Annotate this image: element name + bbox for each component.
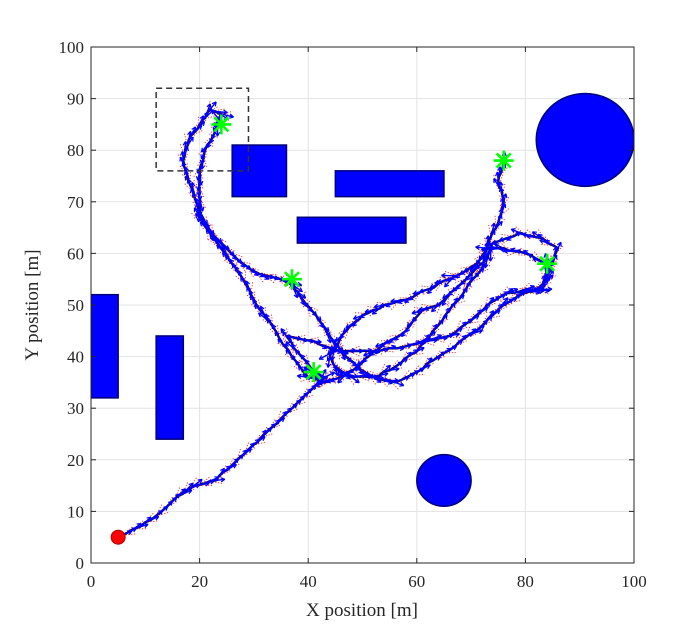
obstacle-circle xyxy=(417,455,471,507)
heading-arrow-head xyxy=(254,275,258,276)
heading-arrow-head xyxy=(201,148,202,152)
y-tick-label: 30 xyxy=(67,399,84,418)
obstacle-rect xyxy=(156,336,183,439)
heading-arrow-head xyxy=(388,383,392,384)
waypoint-marker xyxy=(282,269,302,289)
obstacle-rect xyxy=(91,295,118,398)
y-tick-label: 40 xyxy=(67,348,84,367)
y-tick-label: 80 xyxy=(67,141,84,160)
y-tick-label: 70 xyxy=(67,193,84,212)
obstacle-rect xyxy=(297,217,406,243)
y-tick-label: 100 xyxy=(59,38,85,57)
y-tick-label: 0 xyxy=(76,554,85,573)
y-tick-label: 90 xyxy=(67,90,84,109)
x-tick-labels: 0 20 40 60 80 100 xyxy=(87,572,647,591)
obstacle-circle xyxy=(536,93,634,186)
x-tick-label: 0 xyxy=(87,572,96,591)
y-tick-label: 60 xyxy=(67,244,84,263)
heading-arrow-head xyxy=(501,215,502,219)
x-tick-label: 80 xyxy=(517,572,534,591)
heading-arrow-head xyxy=(486,263,487,267)
heading-arrow-head xyxy=(215,102,216,106)
y-tick-label: 20 xyxy=(67,451,84,470)
heading-arrow-head xyxy=(511,229,515,230)
waypoint-marker xyxy=(211,114,231,134)
y-axis-title: Y position [m] xyxy=(22,249,43,360)
x-tick-label: 20 xyxy=(191,572,208,591)
heading-arrow-head xyxy=(505,204,506,208)
heading-arrow xyxy=(529,291,544,292)
heading-arrow-head xyxy=(355,382,359,383)
heading-arrow-head xyxy=(399,386,403,387)
y-tick-label: 50 xyxy=(67,296,84,315)
heading-arrow-head xyxy=(507,298,508,302)
waypoint-marker xyxy=(537,254,557,274)
x-tick-label: 100 xyxy=(621,572,647,591)
x-axis-title: X position [m] xyxy=(306,600,418,621)
obstacle-rect xyxy=(335,171,444,197)
start-marker xyxy=(111,530,125,544)
heading-arrow xyxy=(537,289,552,290)
heading-arrow-head xyxy=(490,242,491,246)
x-tick-label: 40 xyxy=(300,572,317,591)
waypoint-marker xyxy=(304,362,324,382)
y-tick-labels: 0 10 20 30 40 50 60 70 80 90 100 xyxy=(59,38,85,573)
waypoint-marker xyxy=(494,151,514,171)
x-tick-label: 60 xyxy=(408,572,425,591)
y-tick-label: 10 xyxy=(67,502,84,521)
